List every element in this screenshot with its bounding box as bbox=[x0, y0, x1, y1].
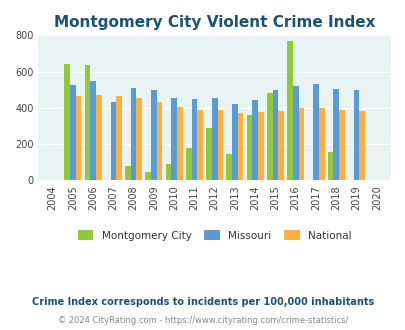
Bar bbox=[136, 98, 142, 181]
Bar bbox=[286, 41, 292, 181]
Bar bbox=[171, 98, 177, 181]
Bar bbox=[258, 112, 263, 181]
Bar bbox=[197, 110, 202, 181]
Bar bbox=[333, 89, 338, 181]
Bar bbox=[272, 90, 278, 181]
Bar bbox=[353, 90, 358, 181]
Bar bbox=[64, 64, 70, 181]
Bar bbox=[116, 96, 121, 181]
Bar bbox=[327, 152, 333, 181]
Bar bbox=[75, 96, 81, 181]
Bar bbox=[266, 93, 272, 181]
Text: Crime Index corresponds to incidents per 100,000 inhabitants: Crime Index corresponds to incidents per… bbox=[32, 297, 373, 307]
Bar bbox=[206, 128, 211, 181]
Bar bbox=[130, 88, 136, 181]
Bar bbox=[298, 109, 303, 181]
Bar bbox=[165, 164, 171, 181]
Bar bbox=[237, 113, 243, 181]
Bar bbox=[145, 172, 151, 181]
Bar bbox=[96, 95, 101, 181]
Bar bbox=[232, 104, 237, 181]
Bar bbox=[110, 102, 116, 181]
Bar bbox=[246, 115, 252, 181]
Bar bbox=[226, 154, 232, 181]
Bar bbox=[338, 110, 344, 181]
Legend: Montgomery City, Missouri, National: Montgomery City, Missouri, National bbox=[74, 226, 355, 245]
Bar bbox=[191, 99, 197, 181]
Bar bbox=[252, 100, 258, 181]
Text: © 2024 CityRating.com - https://www.cityrating.com/crime-statistics/: © 2024 CityRating.com - https://www.city… bbox=[58, 315, 347, 325]
Bar bbox=[358, 111, 364, 181]
Bar bbox=[151, 90, 156, 181]
Bar bbox=[211, 98, 217, 181]
Bar bbox=[70, 85, 75, 181]
Bar bbox=[177, 107, 182, 181]
Bar bbox=[312, 84, 318, 181]
Bar bbox=[156, 102, 162, 181]
Bar bbox=[278, 111, 283, 181]
Bar bbox=[90, 81, 96, 181]
Bar bbox=[217, 110, 223, 181]
Bar bbox=[318, 108, 324, 181]
Bar bbox=[84, 65, 90, 181]
Bar bbox=[292, 86, 298, 181]
Bar bbox=[125, 166, 130, 181]
Title: Montgomery City Violent Crime Index: Montgomery City Violent Crime Index bbox=[54, 15, 375, 30]
Bar bbox=[185, 148, 191, 181]
